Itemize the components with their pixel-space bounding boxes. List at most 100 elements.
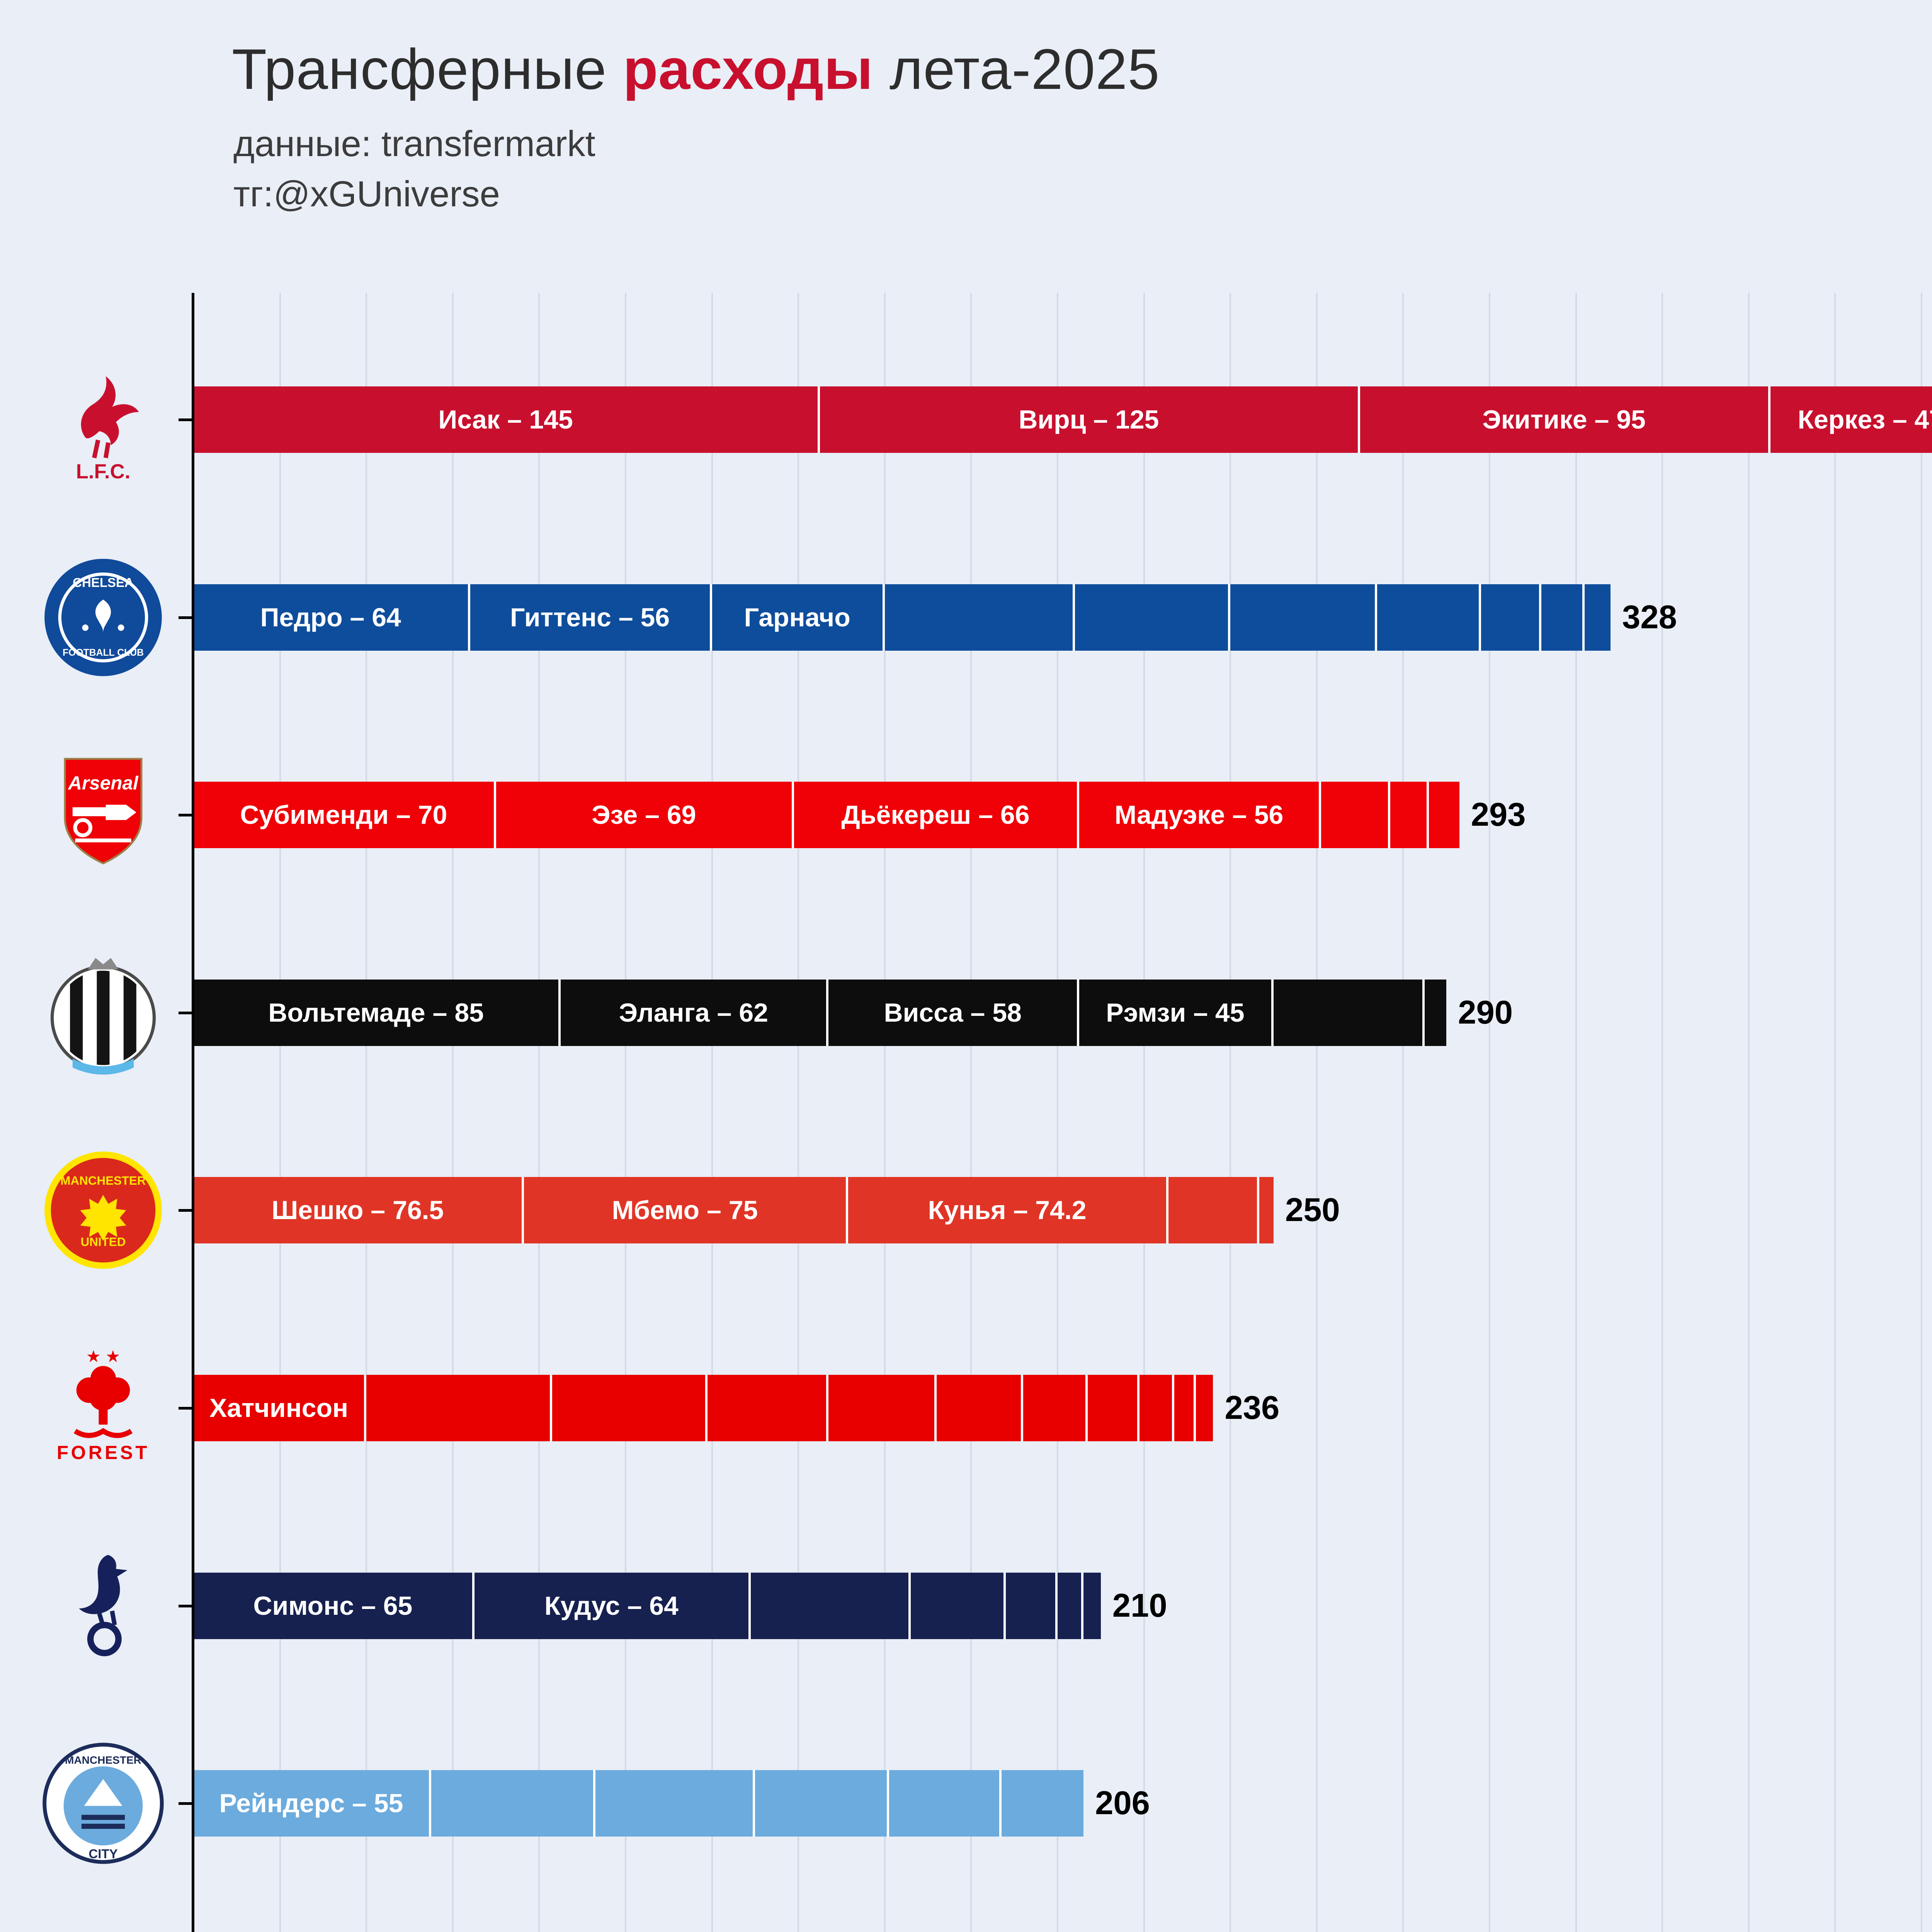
bar-segment: Мбемо – 75 <box>524 1177 848 1244</box>
bar-segment: Эланга – 62 <box>561 979 829 1046</box>
gridline <box>970 293 972 1932</box>
segment-label: Педро – 64 <box>260 602 401 632</box>
forest-logo: ★ ★ FOREST <box>39 1344 167 1472</box>
chart-title: Трансферные расходы лета-2025 <box>232 37 1160 102</box>
bar-segment: Дьёкереш – 66 <box>794 782 1079 849</box>
bar-segment <box>1168 1177 1260 1244</box>
bar-segment: Кудус – 64 <box>474 1572 751 1639</box>
total-label: 210 <box>1112 1587 1167 1624</box>
segment-label: Симонс – 65 <box>253 1591 413 1621</box>
bar-segment <box>910 1572 1006 1639</box>
manutd-bar: Шешко – 76.5 Мбемо – 75 Кунья – 74.2 <box>194 1177 1274 1244</box>
segment-label: Рейндерс – 55 <box>219 1789 403 1818</box>
total-label: 328 <box>1622 599 1677 636</box>
bar-segment: Вирц – 125 <box>820 386 1360 453</box>
total-label: 290 <box>1458 994 1513 1031</box>
segment-label: Керкез – 47 <box>1798 405 1932 434</box>
bar-segment <box>707 1375 829 1441</box>
bar-segment <box>1058 1572 1084 1639</box>
svg-text:MANCHESTER: MANCHESTER <box>65 1754 141 1766</box>
bar-segment <box>751 1572 911 1639</box>
bar-segment <box>1005 1572 1058 1639</box>
gridline <box>1316 293 1318 1932</box>
bar-segment <box>1174 1375 1196 1441</box>
mancity-logo: MANCHESTER CITY <box>39 1740 167 1867</box>
bar-segment: Хатчинсон <box>194 1375 367 1441</box>
bar-segment <box>1481 584 1542 651</box>
segment-label: Рэмзи – 45 <box>1106 998 1245 1027</box>
y-axis-line <box>192 293 194 1932</box>
gridline <box>1143 293 1145 1932</box>
svg-text:CITY: CITY <box>88 1847 117 1861</box>
bar-segment <box>889 1770 1002 1837</box>
spurs-bar: Симонс – 65 Кудус – 64 <box>194 1572 1101 1639</box>
mancity-bar: Рейндерс – 55 <box>194 1770 1084 1837</box>
gridline <box>1834 293 1836 1932</box>
bar-segment <box>1088 1375 1140 1441</box>
bar-segment <box>1023 1375 1088 1441</box>
gridline <box>538 293 540 1932</box>
svg-text:FOOTBALL CLUB: FOOTBALL CLUB <box>63 648 144 658</box>
svg-text:Arsenal: Arsenal <box>67 772 139 794</box>
y-tick <box>179 1011 192 1014</box>
liverpool-bar: Исак – 145 Вирц – 125 Экитике – 95 Керкез –… <box>194 386 1932 453</box>
segment-label: Исак – 145 <box>438 405 573 434</box>
svg-text:L.F.C.: L.F.C. <box>76 460 131 483</box>
segment-label: Экитике – 95 <box>1482 405 1646 434</box>
bar-segment <box>1083 1572 1101 1639</box>
gridline <box>1402 293 1404 1932</box>
segment-label: Висса – 58 <box>884 998 1022 1027</box>
data-source: данные: transfermarkt <box>233 123 595 164</box>
bar-segment <box>936 1375 1023 1441</box>
bar-segment <box>1377 584 1481 651</box>
gridline <box>452 293 454 1932</box>
gridline <box>711 293 713 1932</box>
bar-segment: Экитике – 95 <box>1360 386 1770 453</box>
bar-segment: Симонс – 65 <box>194 1572 474 1639</box>
bar-segment: Субименди – 70 <box>194 782 496 849</box>
bar-segment: Вольтемаде – 85 <box>194 979 561 1046</box>
chelsea-logo: CHELSEA FOOTBALL CLUB <box>39 554 167 681</box>
bar-segment <box>366 1375 552 1441</box>
bar-segment: Гарначо <box>712 584 885 651</box>
bar-segment <box>552 1375 708 1441</box>
bar-segment <box>1274 979 1425 1046</box>
gridline <box>1748 293 1750 1932</box>
bar-segment <box>1259 1177 1274 1244</box>
total-label: 293 <box>1471 796 1526 833</box>
spurs-logo <box>39 1542 167 1670</box>
bar-segment <box>1075 584 1231 651</box>
gridline <box>1662 293 1663 1932</box>
bar-segment: Педро – 64 <box>194 584 470 651</box>
total-label: 250 <box>1285 1192 1340 1229</box>
bar-segment: Рэмзи – 45 <box>1079 979 1274 1046</box>
manutd-logo: MANCHESTER UNITED <box>39 1146 167 1274</box>
y-tick <box>179 1209 192 1212</box>
y-tick <box>179 1802 192 1805</box>
segment-label: Эланга – 62 <box>619 998 768 1027</box>
svg-text:MANCHESTER: MANCHESTER <box>60 1174 146 1187</box>
gridline <box>279 293 281 1932</box>
total-label: 206 <box>1095 1785 1150 1822</box>
bar-segment: Рейндерс – 55 <box>194 1770 431 1837</box>
newcastle-bar: Вольтемаде – 85 Эланга – 62 Висса – 58 Рэмз… <box>194 979 1447 1046</box>
bar-segment <box>595 1770 755 1837</box>
bar-segment: Гиттенс – 56 <box>470 584 712 651</box>
title-text: Трансферные <box>232 37 623 101</box>
gridline <box>1230 293 1231 1932</box>
bar-segment <box>755 1770 889 1837</box>
segment-label: Дьёкереш – 66 <box>841 800 1030 830</box>
y-tick <box>179 418 192 421</box>
telegram-handle: тг:@xGUniverse <box>233 173 500 214</box>
y-tick <box>179 814 192 817</box>
bar-segment: Висса – 58 <box>828 979 1079 1046</box>
segment-label: Вирц – 125 <box>1019 405 1159 434</box>
bar-segment <box>1321 782 1390 849</box>
bar-segment <box>884 584 1075 651</box>
bar-segment: Шешко – 76.5 <box>194 1177 524 1244</box>
liverpool-logo: L.F.C. <box>39 356 167 483</box>
segment-label: Гарначо <box>744 602 850 632</box>
gridline <box>366 293 367 1932</box>
gridline <box>625 293 626 1932</box>
